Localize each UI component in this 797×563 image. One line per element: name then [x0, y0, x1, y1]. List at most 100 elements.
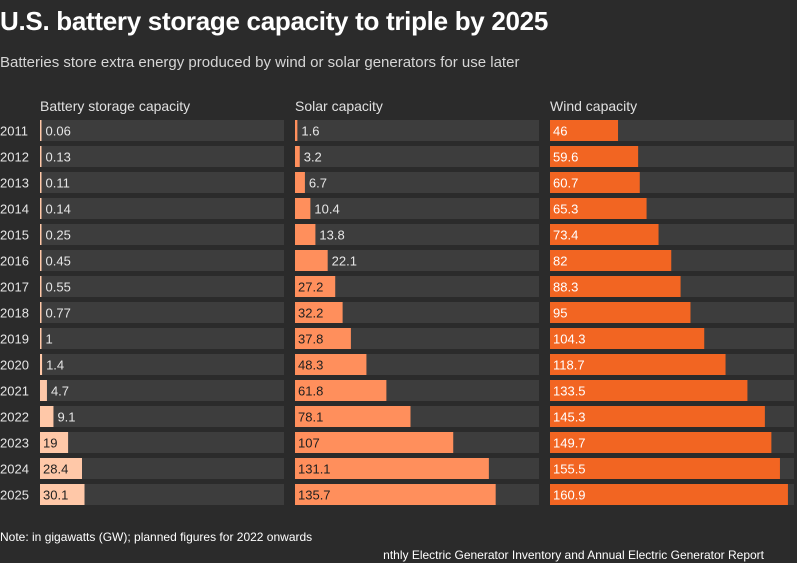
battery-bar-2022 [40, 406, 54, 427]
year-label-2019: 2019 [0, 332, 29, 347]
solar-value-label-2024: 131.1 [298, 462, 331, 477]
solar-bar-2025 [295, 484, 496, 505]
wind-bar-2019 [550, 328, 705, 349]
solar-value-label-2016: 22.1 [332, 254, 357, 269]
battery-track-2014 [40, 198, 284, 219]
solar-value-label-2020: 48.3 [298, 358, 323, 373]
battery-track-2015 [40, 224, 284, 245]
year-label-2014: 2014 [0, 202, 29, 217]
solar-value-label-2023: 107 [298, 436, 320, 451]
year-label-2016: 2016 [0, 254, 29, 269]
wind-bar-2017 [550, 276, 681, 297]
wind-value-label-2024: 155.5 [553, 462, 586, 477]
solar-track-2017 [295, 276, 539, 297]
solar-bar-2016 [295, 250, 328, 271]
year-label-2012: 2012 [0, 150, 29, 165]
battery-bar-2021 [40, 380, 47, 401]
solar-value-label-2011: 1.6 [301, 124, 319, 139]
battery-value-label-2015: 0.25 [46, 228, 71, 243]
solar-bar-2024 [295, 458, 489, 479]
solar-bar-2014 [295, 198, 311, 219]
chart-source: nthly Electric Generator Inventory and A… [0, 548, 764, 562]
wind-value-label-2025: 160.9 [553, 488, 586, 503]
solar-bar-2012 [295, 146, 300, 167]
battery-bar-2017 [40, 276, 42, 297]
wind-value-label-2013: 60.7 [553, 176, 578, 191]
wind-value-label-2012: 59.6 [553, 150, 578, 165]
solar-value-label-2019: 37.8 [298, 332, 323, 347]
solar-track-2016 [295, 250, 539, 271]
battery-bar-2011 [40, 120, 42, 141]
wind-bar-2012 [550, 146, 639, 167]
battery-bar-2023 [40, 432, 69, 453]
solar-bar-2021 [295, 380, 387, 401]
solar-value-label-2025: 135.7 [298, 488, 331, 503]
wind-value-label-2022: 145.3 [553, 410, 586, 425]
battery-track-2025 [40, 484, 284, 505]
battery-bar-2020 [40, 354, 43, 375]
solar-bar-2019 [295, 328, 351, 349]
chart-title: U.S. battery storage capacity to triple … [0, 6, 548, 36]
year-label-2011: 2011 [0, 124, 28, 139]
solar-track-2019 [295, 328, 539, 349]
solar-value-label-2022: 78.1 [298, 410, 323, 425]
solar-value-label-2021: 61.8 [298, 384, 323, 399]
wind-bar-2021 [550, 380, 748, 401]
solar-value-label-2014: 10.4 [314, 202, 339, 217]
battery-track-2024 [40, 458, 284, 479]
year-label-2018: 2018 [0, 306, 29, 321]
solar-bar-2013 [295, 172, 305, 193]
wind-value-label-2019: 104.3 [553, 332, 586, 347]
battery-value-label-2025: 30.1 [43, 488, 68, 503]
battery-track-2021 [40, 380, 284, 401]
wind-value-label-2015: 73.4 [553, 228, 578, 243]
battery-bar-2014 [40, 198, 42, 219]
battery-track-2011 [40, 120, 284, 141]
battery-value-label-2012: 0.13 [46, 150, 71, 165]
wind-bar-2011 [550, 120, 619, 141]
battery-bar-2016 [40, 250, 42, 271]
battery-bar-2025 [40, 484, 85, 505]
chart-note: Note: in gigawatts (GW); planned figures… [0, 530, 313, 544]
solar-bar-2017 [295, 276, 336, 297]
year-label-2024: 2024 [0, 462, 29, 477]
year-label-2020: 2020 [0, 358, 29, 373]
solar-bar-2011 [295, 120, 298, 141]
battery-value-label-2017: 0.55 [46, 280, 71, 295]
battery-track-2018 [40, 302, 284, 323]
wind-bar-2023 [550, 432, 772, 453]
battery-value-label-2016: 0.45 [46, 254, 71, 269]
battery-value-label-2022: 9.1 [57, 410, 75, 425]
year-label-2021: 2021 [0, 384, 29, 399]
battery-track-2020 [40, 354, 284, 375]
wind-value-label-2014: 65.3 [553, 202, 578, 217]
battery-value-label-2021: 4.7 [51, 384, 69, 399]
wind-bar-2018 [550, 302, 691, 323]
solar-track-2015 [295, 224, 539, 245]
solar-value-label-2012: 3.2 [304, 150, 322, 165]
year-label-2015: 2015 [0, 228, 29, 243]
wind-value-label-2017: 88.3 [553, 280, 578, 295]
wind-value-label-2011: 46 [553, 124, 567, 139]
solar-track-2018 [295, 302, 539, 323]
battery-track-2023 [40, 432, 284, 453]
battery-value-label-2020: 1.4 [46, 358, 64, 373]
wind-bar-2016 [550, 250, 672, 271]
wind-bar-2025 [550, 484, 788, 505]
solar-value-label-2015: 13.8 [319, 228, 344, 243]
battery-track-2019 [40, 328, 284, 349]
battery-track-2022 [40, 406, 284, 427]
battery-panel-title: Battery storage capacity [40, 98, 190, 114]
wind-value-label-2016: 82 [553, 254, 567, 269]
solar-bar-2023 [295, 432, 454, 453]
small-multiples-bar-chart: 2011 2012 2013 2014 2015 2016 2017 2018 2019 2020… [0, 98, 794, 505]
battery-track-2013 [40, 172, 284, 193]
wind-value-label-2023: 149.7 [553, 436, 586, 451]
wind-value-label-2020: 118.7 [553, 358, 585, 373]
battery-value-label-2024: 28.4 [43, 462, 68, 477]
wind-panel-title: Wind capacity [550, 98, 637, 114]
wind-bar-2024 [550, 458, 780, 479]
year-label-2013: 2013 [0, 176, 29, 191]
battery-track-2016 [40, 250, 284, 271]
solar-track-2011 [295, 120, 539, 141]
